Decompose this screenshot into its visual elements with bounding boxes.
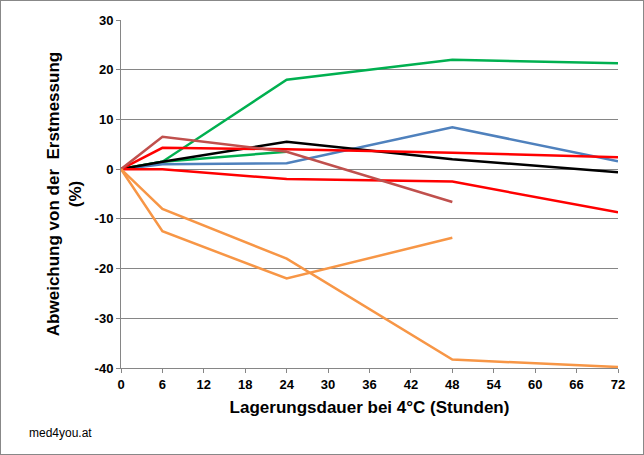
svg-text:36: 36 <box>362 377 376 392</box>
svg-text:med4you.at: med4you.at <box>29 426 92 440</box>
svg-text:-20: -20 <box>95 261 114 276</box>
svg-text:54: 54 <box>487 377 502 392</box>
svg-text:12: 12 <box>197 377 211 392</box>
svg-text:48: 48 <box>445 377 459 392</box>
svg-text:24: 24 <box>279 377 294 392</box>
svg-text:60: 60 <box>528 377 542 392</box>
svg-text:-40: -40 <box>95 361 114 376</box>
svg-text:-10: -10 <box>95 211 114 226</box>
svg-text:66: 66 <box>569 377 583 392</box>
svg-text:0: 0 <box>117 377 124 392</box>
svg-text:0: 0 <box>106 162 113 177</box>
svg-text:6: 6 <box>159 377 166 392</box>
svg-text:Abweichung von der Erstmessun: Abweichung von der Erstmessung(%) <box>44 52 85 336</box>
svg-text:20: 20 <box>99 62 113 77</box>
svg-text:18: 18 <box>238 377 252 392</box>
svg-text:30: 30 <box>99 13 113 28</box>
svg-text:-30: -30 <box>95 311 114 326</box>
svg-text:42: 42 <box>404 377 418 392</box>
svg-text:10: 10 <box>99 112 113 127</box>
svg-text:Lagerungsdauer bei 4°C (Stunde: Lagerungsdauer bei 4°C (Stunden) <box>230 398 510 417</box>
svg-text:72: 72 <box>611 377 625 392</box>
svg-text:30: 30 <box>321 377 335 392</box>
